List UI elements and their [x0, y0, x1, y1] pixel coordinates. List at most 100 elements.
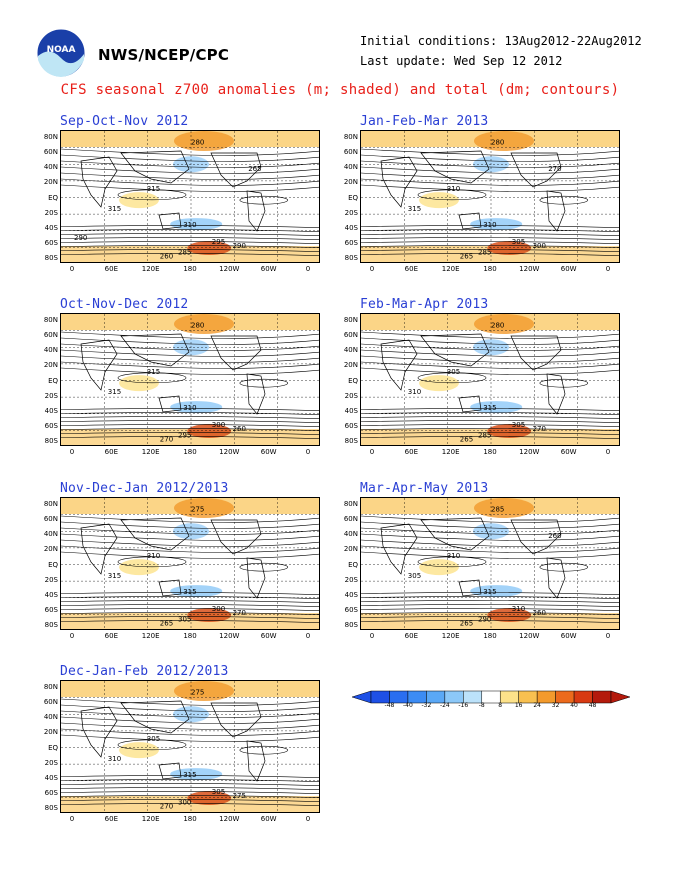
initial-conditions: Initial conditions: 13Aug2012-22Aug2012 [360, 34, 642, 48]
anomaly-map-panel: 280 315 315 310 300 295 260 270 [60, 313, 320, 446]
contour-label: 265 [460, 436, 473, 444]
lon-tick-label: 0 [69, 632, 75, 640]
contour-label: 305 [512, 421, 525, 429]
lat-tick-label: 80S [44, 437, 58, 445]
lat-tick-label: 20N [343, 361, 358, 370]
colorbar-tick-label: -48 [384, 702, 395, 709]
lat-tick-label: 60S [44, 421, 58, 430]
lat-tick-label: EQ [348, 560, 358, 569]
anomaly-map: 275 305 310 315 305 300 275 270 [61, 681, 319, 812]
lon-tick-label: 120E [441, 632, 460, 640]
lon-tick-label: 0 [605, 265, 611, 273]
lon-tick-label: 60E [104, 265, 118, 273]
lon-tick-label: 120W [219, 265, 240, 273]
lon-tick-label: 0 [305, 448, 311, 456]
contour-label: 315 [147, 368, 160, 376]
lon-tick-label: 60E [404, 448, 418, 456]
lat-tick-label: 80S [344, 437, 358, 445]
contour-label: 305 [147, 735, 160, 743]
contour-label: 310 [447, 552, 460, 560]
lat-tick-label: 40N [343, 163, 358, 172]
contour-label: 315 [183, 771, 196, 779]
lat-tick-label: 40S [344, 406, 358, 415]
contour-label: 290 [233, 242, 246, 250]
contour-label: 315 [483, 404, 496, 412]
colorbar-tick-label: 32 [551, 702, 560, 709]
lat-tick-label: 80S [44, 804, 58, 812]
lon-tick-label: 60W [260, 815, 277, 823]
contour-label: 260 [533, 609, 546, 617]
lat-tick-label: 40N [43, 530, 58, 539]
lat-tick-label: 60N [343, 331, 358, 340]
lon-tick-label: 60W [260, 632, 277, 640]
anomaly-map: 275 310 315 315 300 305 270 265 [61, 498, 319, 629]
colorbar-tick-label: -16 [458, 702, 469, 709]
panel-title: Feb-Mar-Apr 2013 [360, 297, 489, 312]
contour-label: 295 [212, 238, 225, 246]
panel-title: Dec-Jan-Feb 2012/2013 [60, 664, 229, 679]
anomaly-map: 280 305 310 315 305 285 270 265 [361, 314, 619, 445]
lat-tick-label: 20S [344, 208, 358, 217]
contour-label: 295 [178, 432, 191, 440]
lon-tick-label: 60W [260, 448, 277, 456]
lat-tick-label: 40N [343, 346, 358, 355]
contour-label: 260 [160, 253, 173, 261]
lon-tick-label: 60E [404, 632, 418, 640]
contour-label: 305 [178, 616, 191, 624]
lat-tick-label: 20N [343, 545, 358, 554]
lon-tick-label: 180 [483, 448, 497, 456]
lon-tick-label: 0 [69, 265, 75, 273]
lon-tick-label: 60W [260, 265, 277, 273]
lat-tick-label: EQ [48, 193, 58, 202]
colorbar-tick-label: -32 [421, 702, 432, 709]
contour-label: 280 [491, 321, 504, 329]
lon-tick-label: 180 [183, 815, 197, 823]
lon-tick-label: 0 [605, 448, 611, 456]
lat-tick-label: 20N [43, 545, 58, 554]
last-update: Last update: Wed Sep 12 2012 [360, 54, 563, 68]
lat-tick-label: 80S [344, 254, 358, 262]
contour-label: 300 [212, 605, 225, 613]
lat-tick-label: 60S [44, 605, 58, 614]
lon-tick-label: 0 [605, 632, 611, 640]
panel-title: Mar-Apr-May 2013 [360, 481, 489, 496]
colorbar-tick-label: 8 [498, 702, 503, 709]
contour-label: 270 [233, 609, 246, 617]
lat-tick-label: 60N [43, 148, 58, 157]
contour-label: 305 [212, 788, 225, 796]
contour-label: 285 [178, 249, 191, 257]
lat-tick-label: 20N [43, 361, 58, 370]
contour-label: 290 [478, 616, 491, 624]
lat-tick-label: 20N [343, 178, 358, 187]
lon-tick-label: 120W [519, 265, 540, 273]
lon-tick-label: 0 [305, 632, 311, 640]
contour-label: 270 [160, 436, 173, 444]
lon-tick-label: 180 [183, 265, 197, 273]
lat-tick-label: 80S [44, 621, 58, 629]
contour-label: 300 [212, 421, 225, 429]
lon-tick-label: 60W [560, 632, 577, 640]
lat-tick-label: 80N [43, 316, 58, 324]
anomaly-map: 280 310 315 310 305 285 300 265 270 [361, 131, 619, 262]
contour-label: 285 [491, 505, 504, 513]
contour-label: 290 [74, 234, 87, 242]
anomaly-map-panel: 275 310 315 315 300 305 270 265 [60, 497, 320, 630]
contour-label: 310 [447, 185, 460, 193]
lat-tick-label: 20S [44, 391, 58, 400]
lon-tick-label: 180 [183, 632, 197, 640]
lat-tick-label: 20S [344, 391, 358, 400]
lat-tick-label: 60S [44, 238, 58, 247]
lat-tick-label: 80N [43, 683, 58, 691]
colorbar-tick-label: 16 [514, 702, 523, 709]
contour-label: 310 [183, 404, 196, 412]
contour-label: 265 [160, 620, 173, 628]
anomaly-map-panel: 280 305 310 315 305 285 270 265 [360, 313, 620, 446]
lon-tick-label: 120E [441, 265, 460, 273]
lon-tick-label: 0 [369, 265, 375, 273]
lon-tick-label: 180 [483, 265, 497, 273]
anomaly-map-panel: 280 310 315 310 305 285 300 265 270 [360, 130, 620, 263]
contour-label: 315 [147, 185, 160, 193]
contour-label: 280 [191, 138, 204, 146]
lon-tick-label: 120E [141, 448, 160, 456]
lon-tick-label: 0 [305, 815, 311, 823]
